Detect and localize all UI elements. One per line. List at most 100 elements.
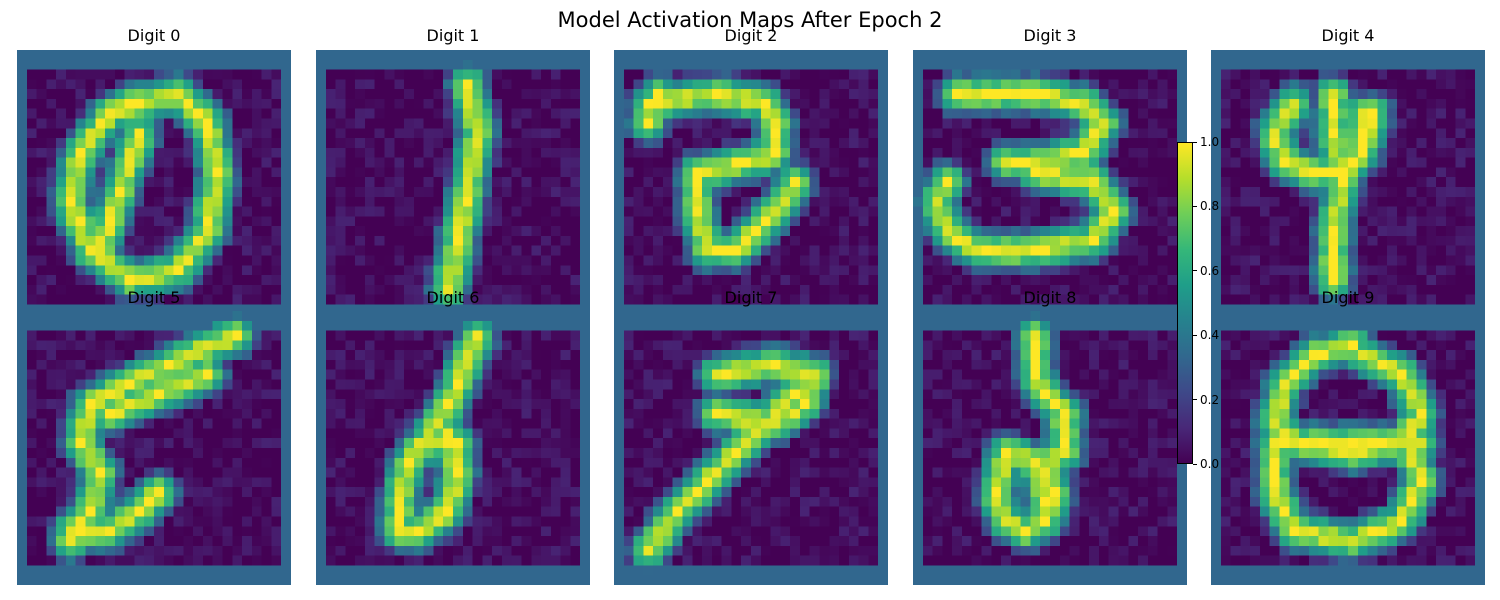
heatmap-cell: [692, 89, 703, 100]
heatmap-cell: [741, 157, 752, 168]
heatmap-cell: [261, 536, 272, 547]
heatmap-cell: [1426, 235, 1437, 247]
heatmap-cell: [1030, 177, 1041, 188]
heatmap-cell: [1465, 89, 1476, 100]
heatmap-cell: [374, 108, 385, 119]
heatmap-cell: [1445, 304, 1456, 315]
heatmap-cell: [183, 526, 194, 537]
heatmap-cell: [355, 206, 366, 217]
heatmap-cell: [325, 350, 336, 361]
heatmap-cell: [384, 226, 395, 237]
heatmap-cell: [374, 89, 385, 100]
heatmap-cell: [413, 304, 424, 315]
heatmap-cell: [1069, 118, 1080, 129]
heatmap-cell: [1138, 177, 1149, 188]
heatmap-cell: [913, 255, 924, 266]
heatmap-cell: [46, 506, 57, 517]
heatmap-cell: [325, 118, 336, 129]
heatmap-cell: [144, 294, 155, 305]
heatmap-cell: [202, 320, 214, 331]
heatmap-cell: [95, 575, 106, 585]
heatmap-cell: [1348, 206, 1359, 217]
heatmap-cell: [1289, 235, 1300, 247]
heatmap-cell: [1475, 294, 1485, 305]
heatmap-cell: [202, 89, 214, 100]
heatmap-cell: [570, 226, 581, 237]
heatmap-cell: [492, 320, 503, 331]
heatmap-cell: [345, 359, 356, 371]
heatmap-cell: [501, 128, 513, 139]
heatmap-cell: [1138, 187, 1149, 198]
heatmap-cell: [760, 235, 771, 247]
heatmap-cell: [492, 350, 503, 361]
heatmap-cell: [212, 284, 223, 295]
heatmap-cell: [423, 98, 434, 110]
heatmap-cell: [570, 379, 581, 390]
heatmap-cell: [423, 340, 434, 351]
heatmap-cell: [85, 98, 96, 110]
heatmap-cell: [1328, 167, 1339, 178]
heatmap-cell: [212, 245, 223, 256]
heatmap-cell: [17, 206, 28, 217]
heatmap-cell: [1445, 59, 1456, 70]
heatmap-cell: [173, 245, 184, 256]
heatmap-cell: [1220, 59, 1231, 70]
heatmap-cell: [560, 379, 571, 390]
heatmap-cell: [692, 235, 703, 247]
heatmap-cell: [212, 448, 223, 459]
heatmap-cell: [56, 575, 67, 585]
heatmap-cell: [1050, 69, 1061, 80]
heatmap-cell: [731, 98, 742, 110]
heatmap-cell: [1020, 245, 1031, 256]
heatmap-cell: [56, 379, 67, 390]
heatmap-cell: [1069, 294, 1080, 305]
heatmap-cell: [65, 128, 77, 139]
heatmap-cell: [570, 284, 581, 295]
heatmap-cell: [212, 575, 223, 585]
heatmap-cell: [193, 108, 204, 119]
heatmap-cell: [193, 245, 204, 256]
heatmap-cell: [1279, 187, 1290, 198]
heatmap-cell: [1328, 50, 1339, 61]
heatmap-cell: [1406, 69, 1417, 80]
heatmap-cell: [839, 138, 850, 149]
heatmap-cell: [316, 311, 327, 322]
heatmap-cell: [26, 69, 37, 80]
heatmap-cell: [26, 255, 37, 266]
heatmap-cell: [913, 265, 924, 276]
heatmap-cell: [124, 379, 135, 390]
heatmap-cell: [95, 545, 106, 556]
heatmap-cell: [1138, 138, 1149, 149]
heatmap-cell: [550, 311, 561, 322]
heatmap-cell: [56, 196, 67, 207]
heatmap-cell: [809, 157, 820, 168]
heatmap-cell: [482, 311, 493, 322]
heatmap-cell: [623, 304, 634, 315]
heatmap-cell: [46, 369, 57, 380]
heatmap-cell: [858, 138, 869, 149]
heatmap-cell: [36, 118, 47, 129]
heatmap-cell: [26, 487, 37, 498]
heatmap-cell: [56, 555, 67, 566]
heatmap-cell: [521, 128, 532, 139]
heatmap-cell: [384, 340, 395, 351]
heatmap-cell: [134, 359, 145, 371]
heatmap-cell: [1475, 187, 1485, 198]
heatmap-cell: [623, 167, 634, 178]
heatmap-cell: [316, 284, 327, 295]
heatmap-cell: [433, 330, 444, 341]
heatmap-cell: [462, 226, 473, 237]
heatmap-cell: [144, 118, 155, 129]
heatmap-cell: [1108, 206, 1119, 217]
heatmap-cell: [1059, 69, 1070, 80]
heatmap-cell: [550, 275, 561, 286]
heatmap-cell: [981, 196, 992, 207]
heatmap-cell: [1436, 226, 1447, 237]
heatmap-cell: [981, 265, 992, 276]
heatmap-cell: [1259, 108, 1271, 119]
heatmap-cell: [1377, 187, 1388, 198]
heatmap-cell: [1377, 167, 1388, 178]
heatmap-cell: [26, 545, 37, 556]
heatmap-cell: [981, 187, 992, 198]
heatmap-cell: [183, 350, 194, 361]
